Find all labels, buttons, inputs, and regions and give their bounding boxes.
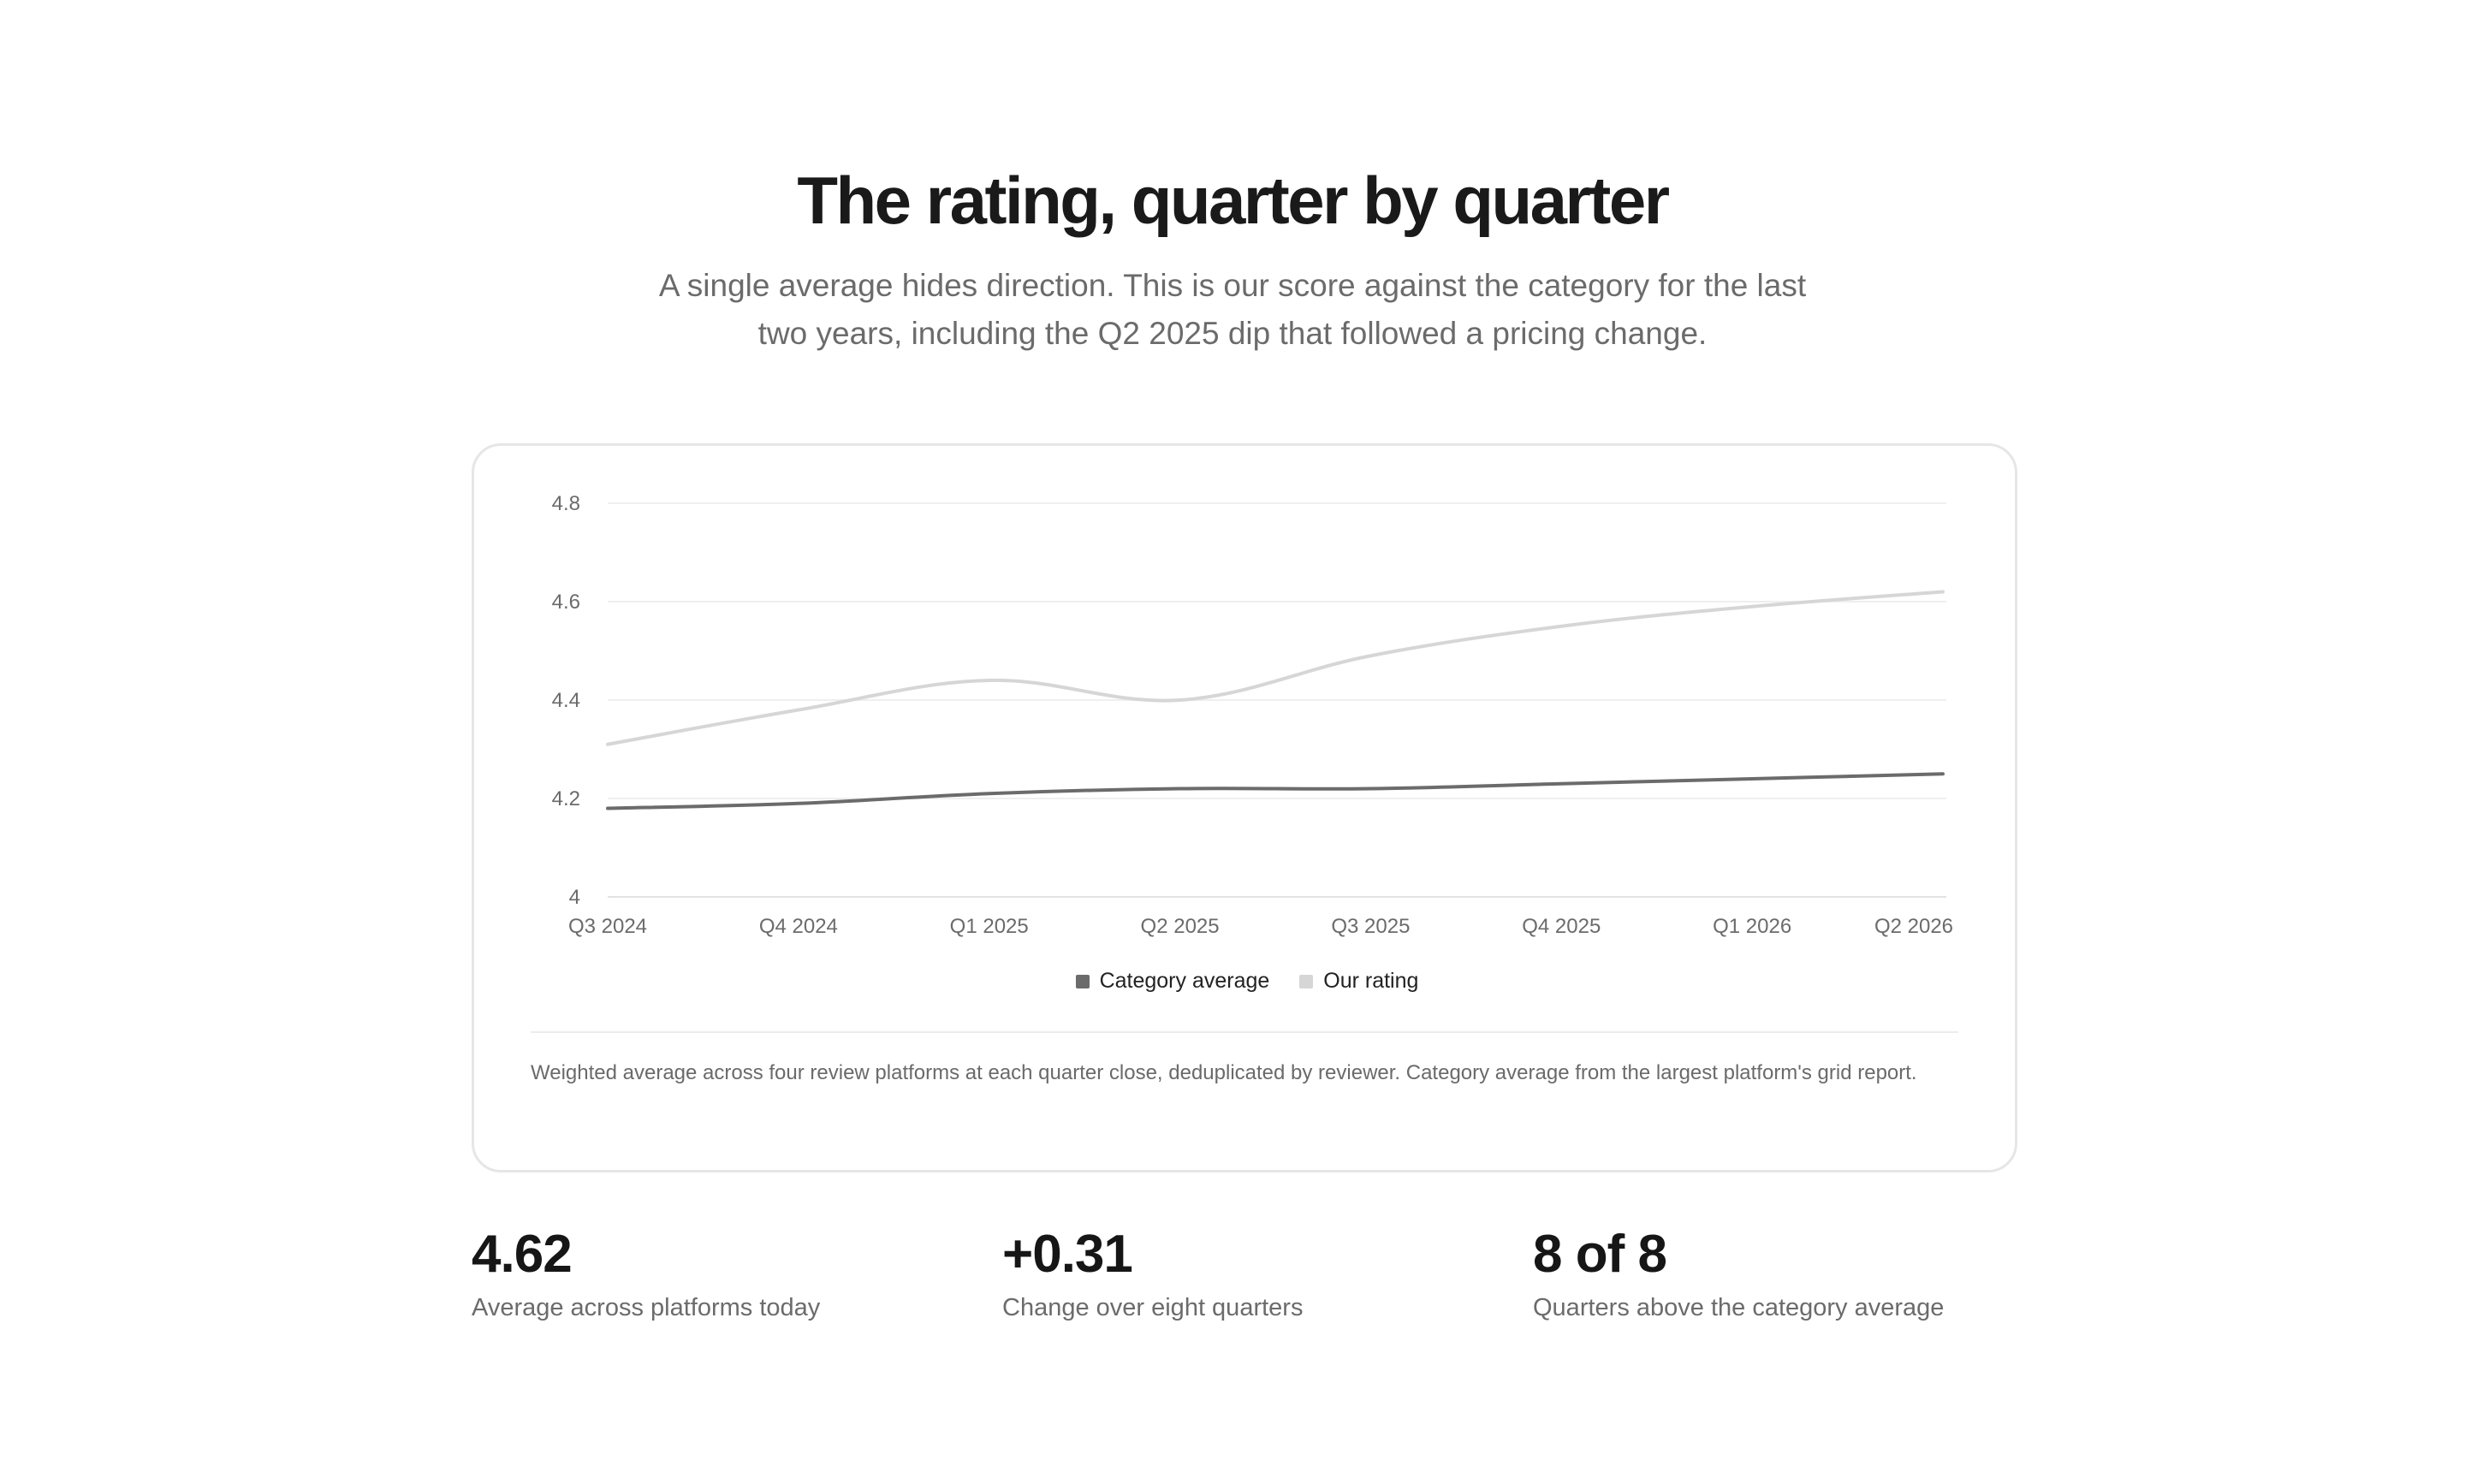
x-tick-label: Q3 2025 [1331, 915, 1410, 938]
legend-label: Our rating [1323, 968, 1419, 993]
page-title: The rating, quarter by quarter [797, 163, 1670, 238]
stat-quarters-above: 8 of 8 Quarters above the category avera… [1533, 1224, 2012, 1325]
x-tick-label: Q2 2026 [1874, 915, 1953, 938]
series-line-category-average [606, 772, 1945, 810]
legend-swatch-category-average [1075, 974, 1090, 988]
page-subtitle: A single average hides direction. This i… [658, 268, 1807, 351]
y-tick-label: 4 [569, 886, 580, 909]
legend-swatch-our-rating [1299, 974, 1314, 988]
y-tick-label: 4.6 [552, 591, 580, 614]
x-tick-label: Q1 2026 [1713, 915, 1791, 938]
x-tick-label: Q2 2025 [1141, 915, 1220, 938]
stat-value: 8 of 8 [1533, 1225, 1667, 1284]
x-axis-ticks: Q3 2024 Q4 2024 Q1 2025 Q2 2025 Q3 2025 Q4 20… [568, 915, 1953, 938]
chart-footnote: Weighted average across four review plat… [531, 1061, 1917, 1084]
card-divider [531, 1031, 1958, 1033]
stat-value: +0.31 [1002, 1225, 1133, 1284]
rating-line-chart: 4 4.2 4.4 4.6 4.8 Q3 2024 Q4 2024 Q1 2025 Q2 20… [552, 492, 1953, 938]
legend-label: Category average [1099, 968, 1270, 993]
y-tick-label: 4.8 [552, 492, 580, 515]
stat-label: Average across platforms today [472, 1294, 821, 1321]
series-line-our-rating [606, 590, 1945, 746]
series-lines [606, 590, 1945, 810]
chart-card: 4 4.2 4.4 4.6 4.8 Q3 2024 Q4 2024 Q1 2025 Q2 20… [472, 443, 2017, 1172]
stat-value: 4.62 [472, 1225, 573, 1284]
y-tick-label: 4.2 [552, 787, 580, 810]
legend-item-our-rating[interactable]: Our rating [1299, 969, 1418, 994]
y-axis-ticks: 4 4.2 4.4 4.6 4.8 [552, 492, 580, 909]
legend-item-category-average[interactable]: Category average [1075, 968, 1270, 994]
x-tick-label: Q1 2025 [950, 915, 1029, 938]
gridlines [608, 502, 1946, 898]
stat-change: +0.31 Change over eight quarters [1002, 1224, 1482, 1325]
x-tick-label: Q4 2024 [759, 915, 838, 938]
y-tick-label: 4.4 [552, 689, 580, 712]
stat-current-average: 4.62 Average across platforms today [472, 1224, 951, 1325]
stat-label: Change over eight quarters [1002, 1294, 1304, 1321]
x-tick-label: Q4 2025 [1522, 915, 1601, 938]
x-tick-label: Q3 2024 [568, 915, 647, 938]
stat-label: Quarters above the category average [1533, 1294, 1945, 1321]
chart-legend: Category average Our rating [474, 968, 2020, 994]
